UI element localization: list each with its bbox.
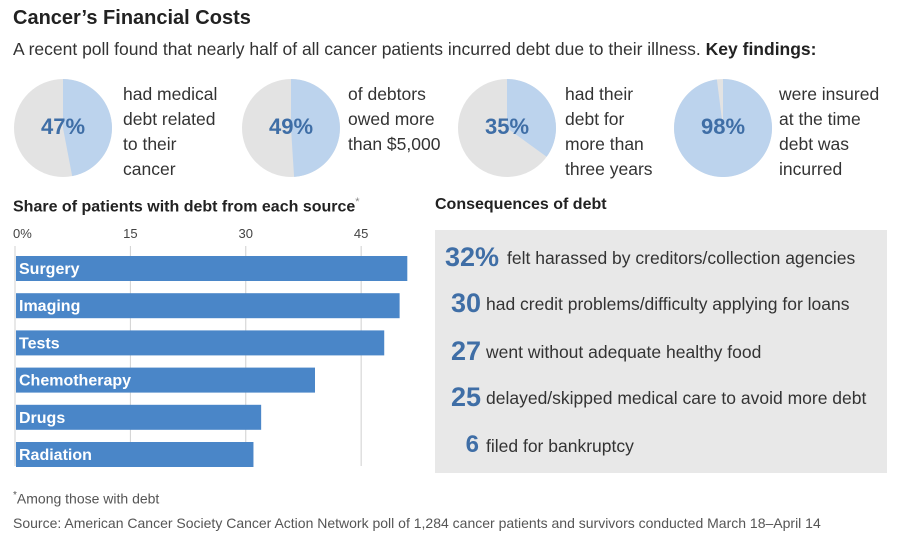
bar [16, 293, 400, 319]
consequence-row: 25 delayed/skipped medical care to avoid… [435, 380, 887, 414]
finding-text: had medical debt related to their cancer [123, 84, 218, 179]
subtitle-text: A recent poll found that nearly half of … [13, 39, 701, 59]
finding-percent: 35% [484, 114, 530, 139]
bar-chart: 0% 15 30 45 Surgery Imaging Tests Chemotherapy D… [0, 224, 430, 479]
page-subtitle: A recent poll found that nearly half of … [13, 39, 817, 60]
finding-text: of debtors owed more than $5,000 [348, 84, 441, 154]
consequence-row: 32% felt harassed by creditors/collectio… [435, 240, 887, 274]
consequence-text: filed for bankruptcy [486, 436, 634, 456]
bar [16, 256, 408, 281]
bar-label: Radiation [19, 447, 92, 464]
footnote-text: Among those with debt [16, 490, 160, 507]
pie-slice [291, 79, 340, 177]
x-tick-label: 30 [239, 226, 253, 241]
finding-pie [13, 78, 113, 178]
consequence-value: 27 [450, 336, 481, 366]
pie-slice [507, 79, 556, 157]
page-title: Cancer’s Financial Costs [13, 7, 251, 29]
consequences-panel: 32% felt harassed by creditors/collectio… [435, 230, 887, 473]
finding-text: were insured at the time debt was incurr… [779, 84, 880, 179]
footnote-marker: * [13, 490, 17, 501]
finding-percent: 98% [700, 114, 746, 139]
finding-pie [241, 78, 341, 178]
bar-chart-title: Share of patients with debt from each so… [13, 196, 360, 216]
finding-pie [673, 78, 773, 178]
bar-chart-svg: 0% 15 30 45 Surgery Imaging Tests Chemotherapy D… [13, 226, 408, 467]
bar-label: Imaging [19, 298, 80, 315]
source-note: Source: American Cancer Society Cancer A… [13, 515, 821, 531]
consequence-value: 25 [450, 382, 481, 412]
bar-chart-title-text: Share of patients with debt from each so… [13, 198, 356, 216]
x-tick-label: 0% [13, 226, 32, 241]
finding-text: had their debt for more than three years [565, 84, 653, 179]
bar [16, 404, 262, 430]
bar-label: Surgery [19, 261, 80, 278]
consequence-text: felt harassed by creditors/collection ag… [507, 248, 856, 268]
bar [16, 367, 315, 393]
pie-slice [674, 78, 773, 177]
consequence-row: 6 filed for bankruptcy [435, 428, 887, 462]
x-tick-label: 45 [354, 226, 368, 241]
consequences-title: Consequences of debt [435, 196, 607, 213]
consequence-value: 30 [450, 288, 481, 318]
consequence-row: 27 went without adequate healthy food [435, 334, 887, 368]
bar-label: Chemotherapy [19, 373, 131, 390]
finding-pie [457, 78, 557, 178]
finding-percent: 47% [40, 114, 86, 139]
x-tick-label: 15 [123, 226, 137, 241]
bar-label: Tests [19, 335, 60, 352]
consequence-value: 6 [465, 431, 479, 458]
bar-label: Drugs [19, 410, 65, 427]
finding-percent: 49% [268, 114, 314, 139]
consequence-text: delayed/skipped medical care to avoid mo… [486, 388, 867, 408]
pie-slice [63, 79, 112, 177]
footnote: *Among those with debt [13, 490, 159, 507]
bar [16, 330, 385, 356]
consequence-value: 32% [444, 242, 499, 272]
subtitle-key-findings: Key findings: [705, 39, 817, 59]
consequence-row: 30 had credit problems/difficulty applyi… [435, 286, 887, 320]
consequence-text: went without adequate healthy food [486, 342, 762, 362]
bar-chart-title-marker: * [355, 196, 360, 208]
bar [16, 442, 254, 467]
consequence-text: had credit problems/difficulty applying … [486, 294, 850, 314]
